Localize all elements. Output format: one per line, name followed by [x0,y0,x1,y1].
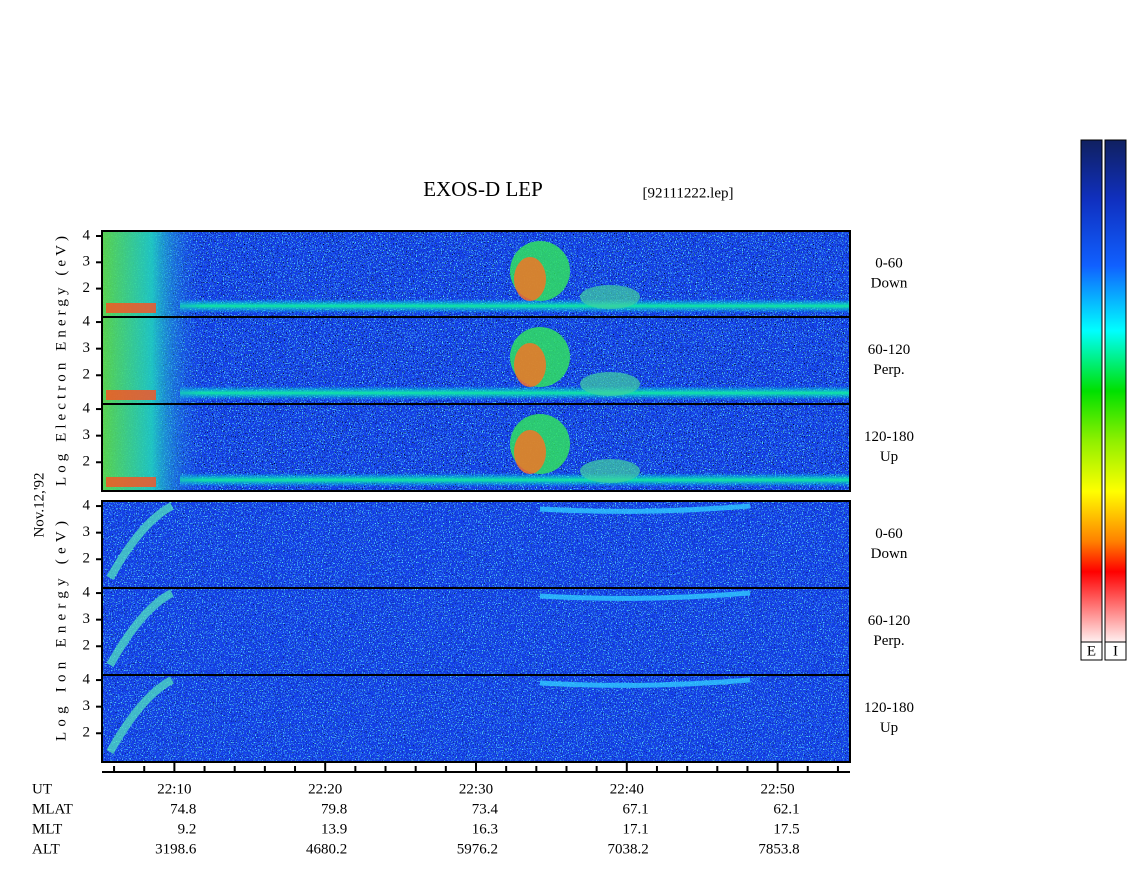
low-energy-band [180,473,850,487]
y-tick-label: 4 [83,497,91,513]
ephemeris-value: 3198.6 [155,841,197,857]
ion-upper [539,590,751,601]
panel-label: 60-120 [868,613,911,629]
panel-label: Perp. [873,633,904,649]
ion-arc [106,502,174,580]
x-tick-label: 22:30 [459,781,493,797]
low-energy-band [180,386,850,400]
colorbar-label-box [1104,641,1127,661]
burst [102,231,202,317]
inverted-v-core [514,430,546,474]
y-tick-label: 3 [83,427,91,443]
panel-label: 0-60 [875,255,903,271]
colorbar-label: E [1087,643,1096,659]
chart-title: EXOS-D LEP [423,177,543,201]
colorbar [1104,139,1127,643]
ephemeris-value: 17.5 [773,821,799,837]
ephemeris-value: 74.8 [170,801,196,817]
ion-arc [106,589,174,667]
x-tick-label: 22:20 [308,781,342,797]
date-label: Nov.12,'92 [31,472,47,537]
x-tick-label: 22:40 [610,781,644,797]
burst-low [106,390,156,400]
spectrogram-dropout [102,501,850,588]
ephemeris-name: MLAT [32,801,73,817]
colorbar-label-box [1080,641,1103,661]
ephemeris-name: ALT [32,841,60,857]
file-name: [92111222.lep] [643,185,734,201]
y-tick-label: 2 [83,454,91,470]
arc [580,459,640,483]
burst-low [106,303,156,313]
x-tick-label: 22:10 [157,781,191,797]
plot-area: 2 3 4 0-60 Down 2 3 4 60-120 Perp. 2 3 4 120-180 Up Log… [32,227,914,857]
ion-arc [106,676,174,754]
ion-upper [539,503,751,514]
y-axis-label: Log Ion Energy (eV) [53,521,69,741]
y-tick-label: 3 [83,254,91,270]
colorbar [1080,139,1103,643]
ephemeris-value: 4680.2 [306,841,347,857]
burst [102,404,202,491]
y-tick-label: 2 [83,551,91,567]
ephemeris-value: 5976.2 [457,841,498,857]
y-tick-label: 3 [83,524,91,540]
panel-label: 120-180 [864,429,914,445]
arc [580,372,640,396]
panel-label: 60-120 [868,342,911,358]
panel-label: Perp. [873,362,904,378]
panel-label: Up [880,720,898,736]
ephemeris-value: 79.8 [321,801,347,817]
burst [102,317,202,404]
burst-low [106,477,156,487]
y-tick-label: 4 [83,671,91,687]
inverted-v-core [514,257,546,301]
y-tick-label: 4 [83,584,91,600]
y-tick-label: 2 [83,280,91,296]
ephemeris-value: 7853.8 [758,841,799,857]
panel-label: 120-180 [864,700,914,716]
ephemeris-value: 17.1 [623,821,649,837]
low-energy-band [180,299,850,313]
panel-label: 0-60 [875,526,903,542]
ephemeris-value: 73.4 [472,801,499,817]
y-tick-label: 3 [83,611,91,627]
y-axis-label: Log Electron Energy (eV) [53,236,69,486]
x-tick-label: 22:50 [761,781,795,797]
ephemeris-value: 13.9 [321,821,347,837]
ephemeris-value: 7038.2 [608,841,649,857]
y-tick-label: 2 [83,725,91,741]
spectrogram-dropout [102,675,850,762]
panel-label: Down [871,546,908,562]
panel-frame [101,230,851,492]
ephemeris-name: MLT [32,821,62,837]
ion-upper [539,677,751,688]
y-tick-label: 4 [83,400,91,416]
y-tick-label: 3 [83,698,91,714]
arc [580,285,640,309]
y-tick-label: 4 [83,227,91,243]
inverted-v-core [514,343,546,387]
colorbar-label: I [1113,643,1118,659]
panel-label: Up [880,449,898,465]
ephemeris-value: 67.1 [623,801,649,817]
panel-label: Down [871,275,908,291]
spectrogram-dropout [102,588,850,675]
ephemeris-value: 16.3 [472,821,498,837]
y-tick-label: 2 [83,638,91,654]
y-tick-label: 3 [83,340,91,356]
y-tick-label: 2 [83,367,91,383]
ephemeris-value: 62.1 [773,801,799,817]
ephemeris-name: UT [32,781,52,797]
ephemeris-value: 9.2 [178,821,197,837]
y-tick-label: 4 [83,313,91,329]
